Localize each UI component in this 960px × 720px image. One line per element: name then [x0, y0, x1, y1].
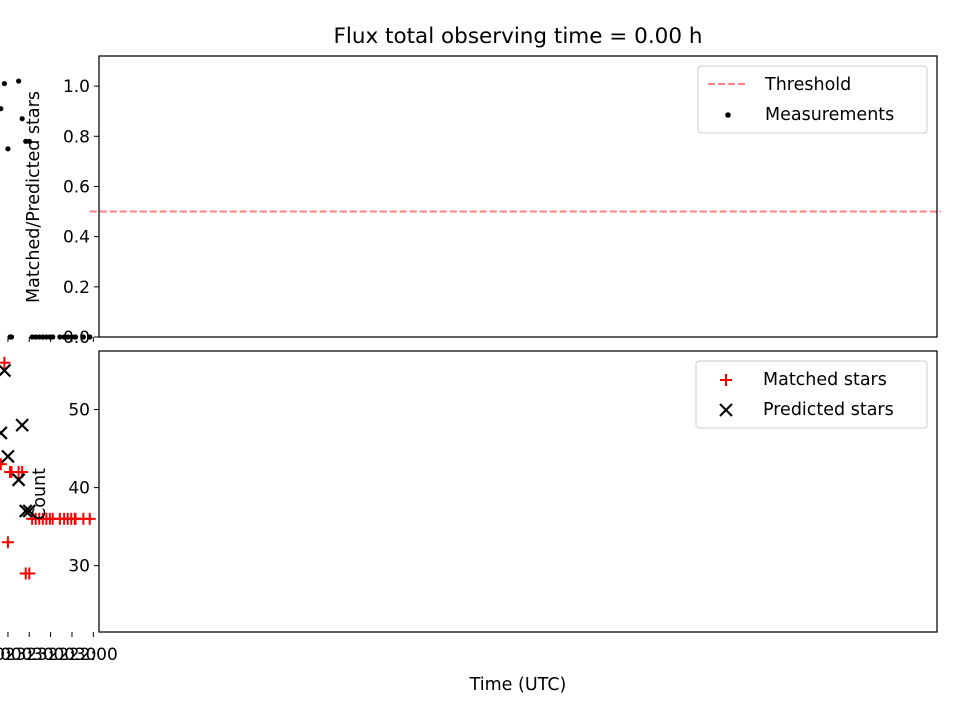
legend-label-threshold: Threshold — [764, 75, 851, 95]
bottom-xtick-label: 22:00 — [69, 645, 118, 665]
measurement-point — [0, 106, 4, 112]
predicted-star-d2 — [11, 473, 26, 487]
measurement-point — [65, 334, 71, 340]
measurement-legend-marker — [725, 112, 731, 118]
measurement-point — [68, 334, 74, 340]
measurement-point — [5, 146, 11, 152]
measurement-point — [7, 334, 13, 340]
bottom-xtick-label: 00:00 — [0, 645, 32, 665]
measurement-point — [23, 138, 29, 144]
predicted-star-d2 — [0, 363, 12, 377]
measurement-point — [19, 116, 25, 122]
top-ylabel: Matched/Predicted stars — [24, 91, 44, 303]
bottom-xtick-label: 23:30 — [5, 645, 54, 665]
legend-label-predicted: Predicted stars — [763, 400, 894, 420]
bottom-xtick-label: 23:00 — [26, 645, 75, 665]
measurement-point — [61, 334, 67, 340]
bottom-panel: 30405022:0022:3023:0023:3000:0000:3001:0… — [0, 350, 938, 695]
measurement-point — [40, 334, 46, 340]
top-legend: Threshold Measurements — [697, 65, 928, 134]
predicted-star-d2 — [22, 504, 37, 518]
bottom-legend-box — [695, 360, 928, 429]
top-axes-frame — [98, 55, 938, 338]
predicted-star-point — [22, 504, 37, 518]
top-ytick-label: 0.8 — [63, 127, 90, 147]
predicted-star-d2 — [15, 418, 29, 432]
top-plot-area — [0, 78, 942, 340]
predicted-legend-marker — [719, 403, 733, 417]
measurement-point — [87, 334, 93, 340]
bottom-ytick-label: 50 — [68, 401, 90, 421]
measurement-point — [29, 334, 35, 340]
measurement-point — [33, 334, 39, 340]
bottom-xtick-label: 22:30 — [47, 645, 96, 665]
measurement-point — [72, 334, 78, 340]
matched-star-point — [1, 536, 14, 549]
bottom-axis-ticks: 30405022:0022:3023:0023:3000:0000:3001:0… — [0, 401, 118, 665]
matched-star-point — [0, 356, 11, 369]
measurement-point — [26, 138, 32, 144]
bottom-ytick-label: 30 — [68, 557, 90, 577]
bottom-legend: Matched stars Predicted stars — [695, 360, 928, 429]
top-axis-ticks: 0.0 0.2 0.4 0.6 0.8 1.0 — [7, 77, 99, 348]
measurement-point — [57, 334, 63, 340]
chart-title: Flux total observing time = 0.00 h — [334, 24, 703, 49]
bottom-axes-frame — [98, 350, 938, 633]
top-ytick-label: 0.0 — [63, 328, 90, 348]
matched-star-point — [19, 567, 32, 580]
measurement-point — [16, 78, 22, 84]
bottom-xlabel: Time (UTC) — [469, 675, 567, 695]
matched-legend-marker — [720, 374, 732, 386]
measurement-point — [80, 334, 86, 340]
bottom-xtick-label: 00:30 — [0, 645, 11, 665]
measurement-point — [1, 80, 7, 87]
predicted-star-point — [11, 473, 26, 487]
top-ytick-label: 1.0 — [63, 77, 90, 97]
measurement-point — [47, 334, 53, 340]
predicted-star-point — [0, 426, 8, 440]
bottom-ytick-label: 40 — [68, 479, 90, 499]
predicted-star-point — [18, 504, 33, 518]
legend-label-measurements: Measurements — [765, 105, 894, 125]
legend-label-matched: Matched stars — [763, 370, 887, 390]
predicted-star-point — [0, 363, 12, 378]
top-panel: 0.0 0.2 0.4 0.6 0.8 1.0 Matched/Predicted sta… — [0, 55, 942, 348]
predicted-star-d2 — [18, 504, 33, 518]
measurement-point — [36, 334, 42, 340]
top-ytick-label: 0.4 — [63, 228, 90, 248]
predicted-star-d2 — [0, 426, 8, 436]
matched-star-point — [0, 463, 4, 466]
top-legend-box — [697, 65, 928, 134]
predicted-star-d2 — [1, 449, 15, 464]
predicted-star-point — [15, 418, 29, 432]
bottom-ylabel: Count — [30, 468, 50, 520]
top-ytick-label: 0.2 — [63, 278, 90, 298]
bottom-plot-area — [0, 356, 96, 580]
predicted-star-point — [1, 449, 15, 464]
measurement-point — [43, 334, 49, 340]
matched-star-point — [4, 465, 17, 478]
top-ytick-label: 0.6 — [63, 177, 90, 197]
